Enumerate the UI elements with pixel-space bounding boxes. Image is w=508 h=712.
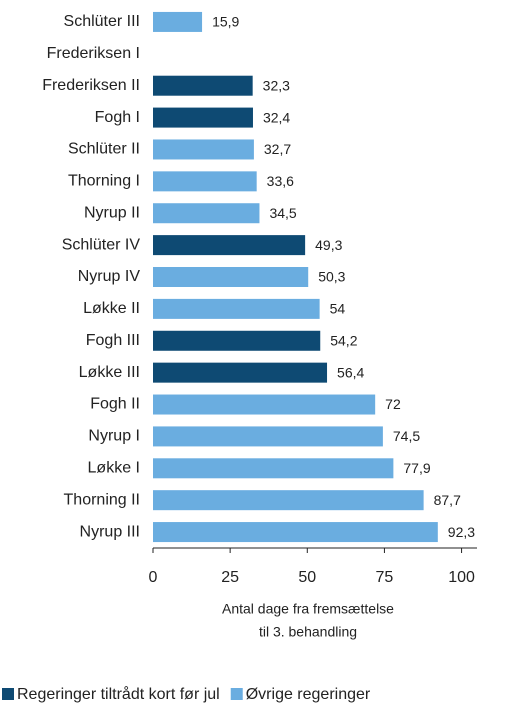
- y-tick-label: Løkke I: [88, 460, 140, 477]
- bar: [153, 394, 376, 415]
- data-label: 54,2: [330, 332, 357, 348]
- bar: [153, 362, 328, 383]
- bar: [153, 139, 254, 160]
- y-tick-label: Frederiksen I: [47, 45, 140, 62]
- data-label: 32,7: [264, 141, 291, 157]
- data-label: 32,3: [263, 77, 290, 93]
- y-tick-label: Fogh II: [90, 396, 140, 413]
- bar: [153, 235, 306, 256]
- bar: [153, 203, 260, 224]
- y-tick-label: Thorning II: [64, 491, 140, 508]
- data-label: 15,9: [212, 14, 239, 30]
- data-label: 50,3: [318, 269, 345, 285]
- bar: [153, 426, 383, 447]
- data-label: 33,6: [267, 173, 294, 189]
- legend-swatch: [230, 688, 243, 700]
- legend-label: Øvrige regeringer: [246, 686, 371, 703]
- x-tick-label: 75: [376, 569, 394, 586]
- y-tick-label: Schlüter IV: [62, 236, 141, 253]
- y-tick-label: Fogh I: [95, 109, 140, 126]
- y-tick-label: Schlüter III: [64, 13, 140, 30]
- y-tick-label: Nyrup IV: [78, 268, 141, 285]
- x-tick-label: 50: [298, 569, 316, 586]
- data-label: 32,4: [263, 109, 290, 125]
- y-tick-label: Schlüter II: [68, 141, 140, 158]
- data-label: 54: [330, 301, 346, 317]
- x-tick-label: 100: [448, 569, 475, 586]
- y-tick-label: Nyrup I: [88, 428, 140, 445]
- data-label: 34,5: [269, 205, 296, 221]
- x-tick-label: 25: [221, 569, 239, 586]
- data-label: 72: [385, 396, 401, 412]
- data-label: 92,3: [448, 524, 475, 540]
- x-tick-label: 0: [149, 569, 158, 586]
- x-axis-label: Antal dage fra fremsættelse: [222, 601, 394, 617]
- x-axis-label: til 3. behandling: [259, 624, 357, 640]
- y-tick-label: Løkke III: [79, 364, 140, 381]
- bar: [153, 522, 438, 543]
- y-tick-label: Løkke II: [83, 300, 140, 317]
- y-tick-label: Thorning I: [68, 173, 140, 190]
- legend-label: Regeringer tiltrådt kort før jul: [17, 685, 220, 703]
- y-tick-label: Nyrup III: [80, 523, 140, 540]
- bar: [153, 11, 203, 32]
- y-tick-label: Frederiksen II: [42, 77, 140, 94]
- data-label: 56,4: [337, 364, 364, 380]
- bar: [153, 267, 309, 287]
- bar: [153, 107, 253, 128]
- bar: [153, 171, 257, 192]
- bar: [153, 298, 320, 319]
- data-label: 77,9: [403, 460, 430, 476]
- legend-swatch: [2, 688, 14, 700]
- bar: [153, 330, 321, 351]
- bar: [153, 75, 253, 96]
- data-label: 49,3: [315, 237, 342, 253]
- data-label: 87,7: [434, 492, 461, 508]
- y-tick-label: Fogh III: [86, 332, 140, 349]
- bar: [153, 490, 424, 511]
- bar: [153, 458, 394, 479]
- data-label: 74,5: [393, 428, 420, 444]
- y-tick-label: Nyrup II: [84, 204, 140, 221]
